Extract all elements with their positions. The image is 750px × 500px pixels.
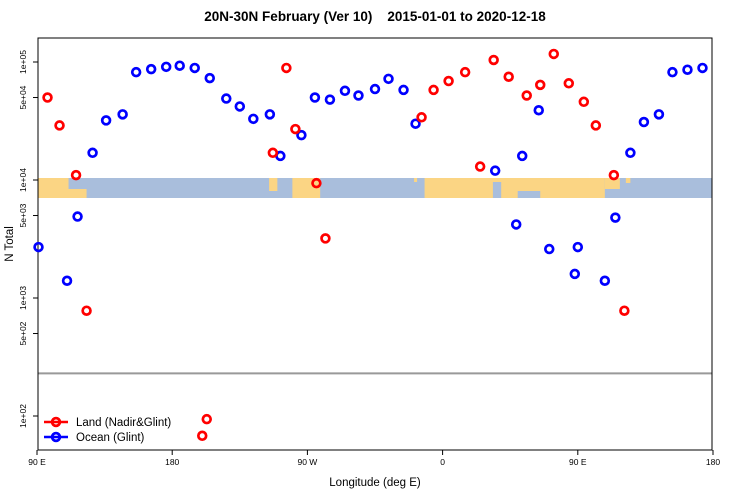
data-point-land <box>578 96 590 108</box>
data-point-land <box>548 48 560 60</box>
x-tick-label: 0 <box>440 457 445 467</box>
data-point-land <box>290 123 301 135</box>
x-tick-label: 90 E <box>28 457 46 467</box>
x-tick-label: 180 <box>165 457 179 467</box>
data-point-land <box>619 305 630 316</box>
data-point-ocean <box>383 73 394 85</box>
data-point-ocean <box>87 147 98 159</box>
data-point-ocean <box>572 241 584 253</box>
map-strip-land <box>269 178 278 191</box>
data-point-ocean <box>61 275 73 287</box>
plot-border <box>37 37 713 451</box>
data-point-land <box>563 78 575 89</box>
data-point-land <box>42 92 53 103</box>
data-point-land <box>534 79 546 91</box>
map-strip-land <box>65 189 87 198</box>
data-point-land <box>521 90 532 101</box>
data-point-ocean <box>638 116 650 128</box>
data-point-ocean <box>117 109 128 120</box>
data-point-ocean <box>667 66 678 78</box>
data-point-ocean <box>324 94 336 105</box>
y-tick-label: 1e+04 <box>18 168 28 192</box>
data-point-ocean <box>533 105 544 116</box>
data-point-ocean <box>610 212 621 223</box>
data-point-land <box>267 147 279 159</box>
data-point-ocean <box>264 109 276 120</box>
data-point-ocean <box>160 61 172 73</box>
data-point-ocean <box>145 63 157 75</box>
map-strip-land <box>414 178 418 182</box>
data-point-ocean <box>309 92 321 103</box>
x-tick-label: 90 E <box>569 457 587 467</box>
data-point-ocean <box>33 241 44 253</box>
data-point-land <box>320 233 331 244</box>
legend-marker <box>50 431 62 443</box>
data-point-ocean <box>72 211 83 222</box>
map-strip-land <box>38 178 69 198</box>
data-point-ocean <box>100 115 112 126</box>
data-point-ocean <box>130 66 142 78</box>
x-tick-label: 180 <box>706 457 720 467</box>
data-point-land <box>281 62 292 74</box>
data-point-ocean <box>248 113 259 125</box>
y-tick-label: 1e+02 <box>18 404 28 428</box>
y-tick-label: 5e+02 <box>18 321 28 345</box>
chart-title: 20N-30N February (Ver 10) 2015-01-01 to … <box>204 9 546 24</box>
y-tick-label: 5e+03 <box>18 203 28 227</box>
data-point-ocean <box>653 109 665 120</box>
legend-label: Land (Nadir&Glint) <box>76 417 171 429</box>
data-point-ocean <box>599 275 611 287</box>
data-point-ocean <box>516 150 528 162</box>
x-axis-label: Longitude (deg E) <box>329 477 421 489</box>
data-point-land <box>428 84 439 96</box>
data-point-ocean <box>544 243 555 255</box>
legend-marker <box>50 416 62 428</box>
data-point-land <box>488 54 499 66</box>
data-point-land <box>443 75 454 87</box>
data-point-land <box>201 413 213 425</box>
data-point-ocean <box>234 101 246 112</box>
data-point-ocean <box>489 165 501 176</box>
data-point-ocean <box>353 90 364 101</box>
data-point-land <box>311 177 322 189</box>
data-point-ocean <box>189 62 200 74</box>
data-point-ocean <box>398 84 409 96</box>
data-point-ocean <box>369 83 381 95</box>
data-point-ocean <box>682 64 693 75</box>
data-point-land <box>459 66 471 78</box>
legend-label: Ocean (Glint) <box>76 432 145 444</box>
data-point-land <box>70 169 82 181</box>
data-point-land <box>81 305 92 316</box>
data-point-ocean <box>339 85 351 97</box>
data-point-ocean <box>569 268 581 280</box>
data-point-land <box>416 112 427 123</box>
data-point-ocean <box>221 93 232 104</box>
data-point-ocean <box>697 62 708 74</box>
data-point-ocean <box>204 72 216 84</box>
map-strip-land <box>604 178 620 189</box>
map-strip-land <box>625 178 631 183</box>
data-point-ocean <box>410 118 421 129</box>
data-point-ocean <box>174 60 185 71</box>
data-point-land <box>54 120 65 131</box>
data-point-land <box>590 120 602 131</box>
map-strip-sea <box>517 191 541 198</box>
data-point-ocean <box>296 129 307 141</box>
y-tick-label: 1e+05 <box>18 50 28 74</box>
x-tick-label: 90 W <box>297 457 317 467</box>
data-point-ocean <box>510 219 522 230</box>
data-point-land <box>196 430 208 442</box>
data-point-land <box>608 169 620 181</box>
y-tick-label: 1e+03 <box>18 286 28 310</box>
map-strip-sea <box>492 182 502 198</box>
data-point-ocean <box>625 147 636 159</box>
y-axis-label: N Total <box>4 226 16 262</box>
data-point-land <box>503 71 514 82</box>
data-point-land <box>474 161 486 172</box>
y-tick-label: 5e+04 <box>18 85 28 109</box>
map-strip-land <box>424 178 605 198</box>
